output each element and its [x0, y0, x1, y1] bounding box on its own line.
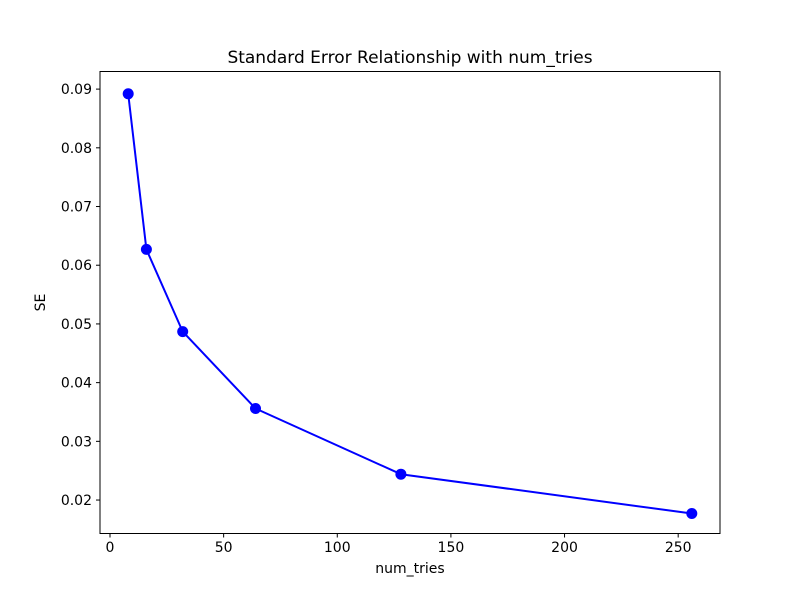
data-point-marker [177, 326, 189, 338]
y-axis-label: SE [33, 294, 49, 312]
x-tick-label: 100 [324, 540, 351, 556]
data-point-marker [686, 508, 698, 519]
y-tick-label: 0.04 [61, 376, 92, 392]
x-tick-label: 0 [106, 540, 115, 556]
x-tick-label: 150 [438, 540, 465, 556]
axes-layer: 0 50 100 150 200 250 0.02 0.03 0.04 0.05 0.06 0.07 0… [61, 71, 721, 556]
series-line [127, 92, 693, 515]
y-tick-label: 0.09 [61, 82, 92, 98]
data-point-marker [395, 468, 407, 480]
axes-frame [99, 71, 721, 534]
y-tick-label: 0.03 [61, 434, 92, 450]
y-tick-label: 0.06 [61, 258, 92, 274]
x-tick-label: 250 [665, 540, 692, 556]
x-tick-label: 200 [551, 540, 578, 556]
data-point-marker [250, 403, 261, 414]
y-tick-label: 0.05 [61, 317, 92, 333]
data-point-marker [122, 88, 134, 100]
y-tick-label: 0.02 [61, 493, 92, 509]
data-point-marker [140, 243, 152, 255]
data-series-layer [122, 88, 698, 519]
chart-title: Standard Error Relationship with num_tri… [227, 48, 592, 68]
x-tick-label: 50 [215, 540, 233, 556]
x-axis-label: num_tries [375, 561, 444, 577]
y-tick-label: 0.07 [61, 200, 92, 216]
y-tick-label: 0.08 [61, 141, 92, 157]
